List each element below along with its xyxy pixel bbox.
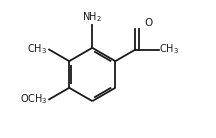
Text: CH$_3$: CH$_3$ <box>159 43 179 56</box>
Text: NH$_2$: NH$_2$ <box>82 10 102 24</box>
Text: CH$_3$: CH$_3$ <box>27 42 48 56</box>
Text: O: O <box>144 18 152 28</box>
Text: OCH$_3$: OCH$_3$ <box>20 92 48 106</box>
